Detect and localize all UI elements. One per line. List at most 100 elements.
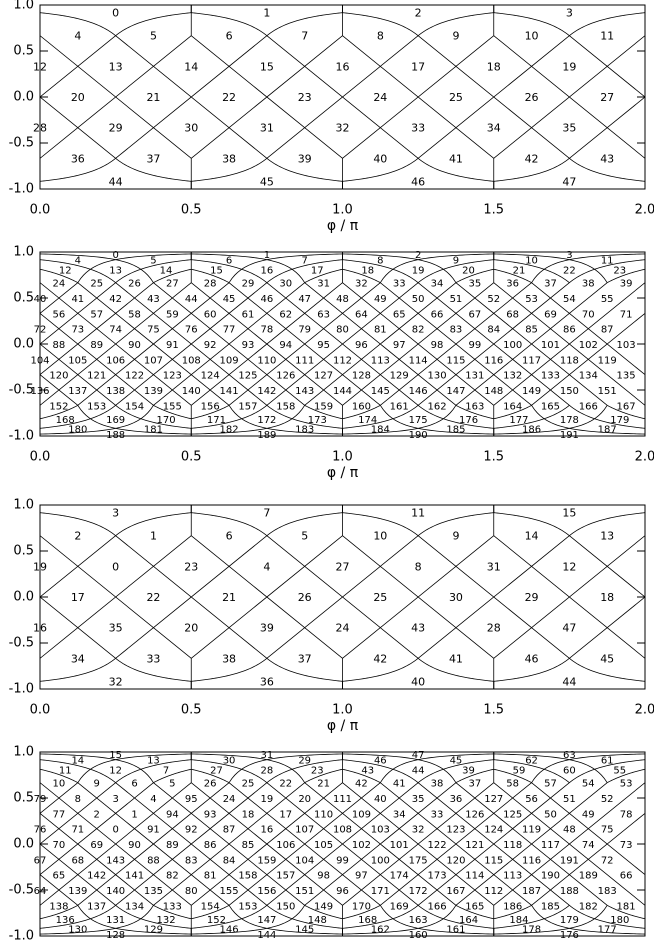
pixel-boundary	[266, 512, 343, 536]
pixel-boundary	[417, 35, 570, 159]
pixel-label: 92	[185, 825, 198, 836]
pixel-boundary	[191, 259, 268, 283]
y-tick-label: 0.0	[13, 337, 34, 352]
pixel-label: 133	[541, 371, 560, 382]
x-tick-label: 1.0	[332, 450, 353, 465]
pixel-boundary	[493, 158, 570, 182]
pixel-label: 103	[617, 340, 636, 351]
pixel-label: 39	[260, 622, 274, 635]
y-tick-label: 0.5	[13, 291, 34, 306]
pixel-label: 131	[106, 915, 125, 926]
pixel-label: 31	[317, 279, 330, 290]
pixel-label: 41	[393, 779, 406, 790]
pixel-label: 132	[503, 371, 522, 382]
pixel-label: 150	[276, 901, 295, 912]
pixel-label: 75	[147, 325, 160, 336]
pixel-label: 25	[449, 91, 463, 104]
pixel-label: 35	[109, 622, 123, 635]
pixel-boundary	[191, 405, 306, 435]
pixel-label: 35	[468, 279, 481, 290]
pixel-boundary	[531, 905, 645, 935]
pixel-label: 38	[582, 279, 595, 290]
pixel-label: 102	[579, 340, 598, 351]
pixel-label: 147	[257, 915, 276, 926]
pixel-boundary	[304, 768, 343, 784]
pixel-label: 34	[431, 279, 444, 290]
pixel-label: 171	[207, 415, 226, 426]
pixel-boundary	[606, 768, 645, 784]
pixel-boundary	[153, 282, 305, 406]
pixel-label: 1	[264, 250, 270, 261]
pixel-label: 6	[226, 256, 232, 267]
pixel-label: 42	[525, 152, 539, 165]
pixel-label: 35	[562, 122, 576, 135]
pixel-label: 120	[49, 371, 68, 382]
y-tick-label: -0.5	[9, 636, 34, 651]
pixel-label: 138	[49, 901, 68, 912]
pixel-boundary	[40, 782, 79, 814]
pixel-boundary	[493, 535, 645, 659]
pixel-label: 151	[598, 386, 617, 397]
pixel-boundary	[0, 783, 2, 906]
pixel-label: 144	[257, 930, 276, 941]
pixel-boundary	[40, 35, 192, 159]
pixel-label: 11	[59, 765, 72, 776]
pixel-label: 11	[411, 507, 425, 520]
pixel-boundary	[304, 268, 343, 284]
pixel-label: 71	[620, 309, 633, 320]
pixel-label: 49	[582, 809, 595, 820]
pixel-boundary	[569, 158, 645, 182]
pixel-label: 34	[71, 652, 85, 665]
pixel-label: 10	[525, 256, 538, 267]
y-tick-label: -1.0	[9, 182, 34, 197]
pixel-label: 85	[525, 325, 538, 336]
pixel-label: 0	[112, 825, 118, 836]
pixel-boundary	[531, 253, 645, 283]
pixel-label: 130	[427, 371, 446, 382]
pixel-label: 50	[412, 294, 425, 305]
pixel-label: 23	[613, 265, 626, 276]
pixel-boundary	[40, 282, 192, 406]
pixel-label: 53	[620, 779, 633, 790]
pixel-label: 99	[468, 340, 481, 351]
pixel-label: 76	[34, 825, 47, 836]
pixel-label: 3	[112, 794, 118, 805]
pixel-label: 175	[409, 415, 428, 426]
pixel-boundary	[493, 268, 532, 284]
pixel-label: 28	[487, 622, 501, 635]
pixel-label: 60	[563, 765, 576, 776]
pixel-label: 18	[361, 265, 374, 276]
x-tick-label: 0.5	[181, 450, 202, 465]
x-tick-label: 0.0	[30, 203, 51, 218]
pixel-label: 115	[484, 855, 503, 866]
pixel-label: 170	[156, 415, 175, 426]
pixel-label: 68	[506, 309, 519, 320]
pixel-label: 162	[371, 924, 390, 935]
pixel-label: 89	[166, 840, 179, 851]
pixel-label: 41	[71, 294, 84, 305]
pixel-label: 18	[242, 809, 255, 820]
pixel-label: 54	[582, 779, 595, 790]
pixel-boundary	[266, 35, 419, 159]
pixel-boundary	[493, 512, 570, 536]
pixel-boundary	[153, 768, 192, 784]
pixel-label: 115	[446, 355, 465, 366]
pixel-label: 45	[223, 294, 236, 305]
pixel-label: 166	[579, 401, 598, 412]
pixel-label: 28	[204, 279, 217, 290]
pixel-label: 160	[409, 930, 428, 941]
pixel-boundary	[191, 268, 230, 284]
pixel-label: 13	[109, 265, 122, 276]
pixel-boundary	[342, 158, 419, 182]
pixel-label: 96	[355, 340, 368, 351]
pixel-boundary	[342, 253, 457, 283]
pixel-boundary	[40, 658, 116, 682]
pixel-label: 15	[210, 265, 223, 276]
pixel-label: 28	[261, 765, 274, 776]
x-tick-label: 1.0	[332, 203, 353, 218]
pixel-label: 43	[147, 294, 160, 305]
pixel-boundary	[40, 782, 116, 845]
